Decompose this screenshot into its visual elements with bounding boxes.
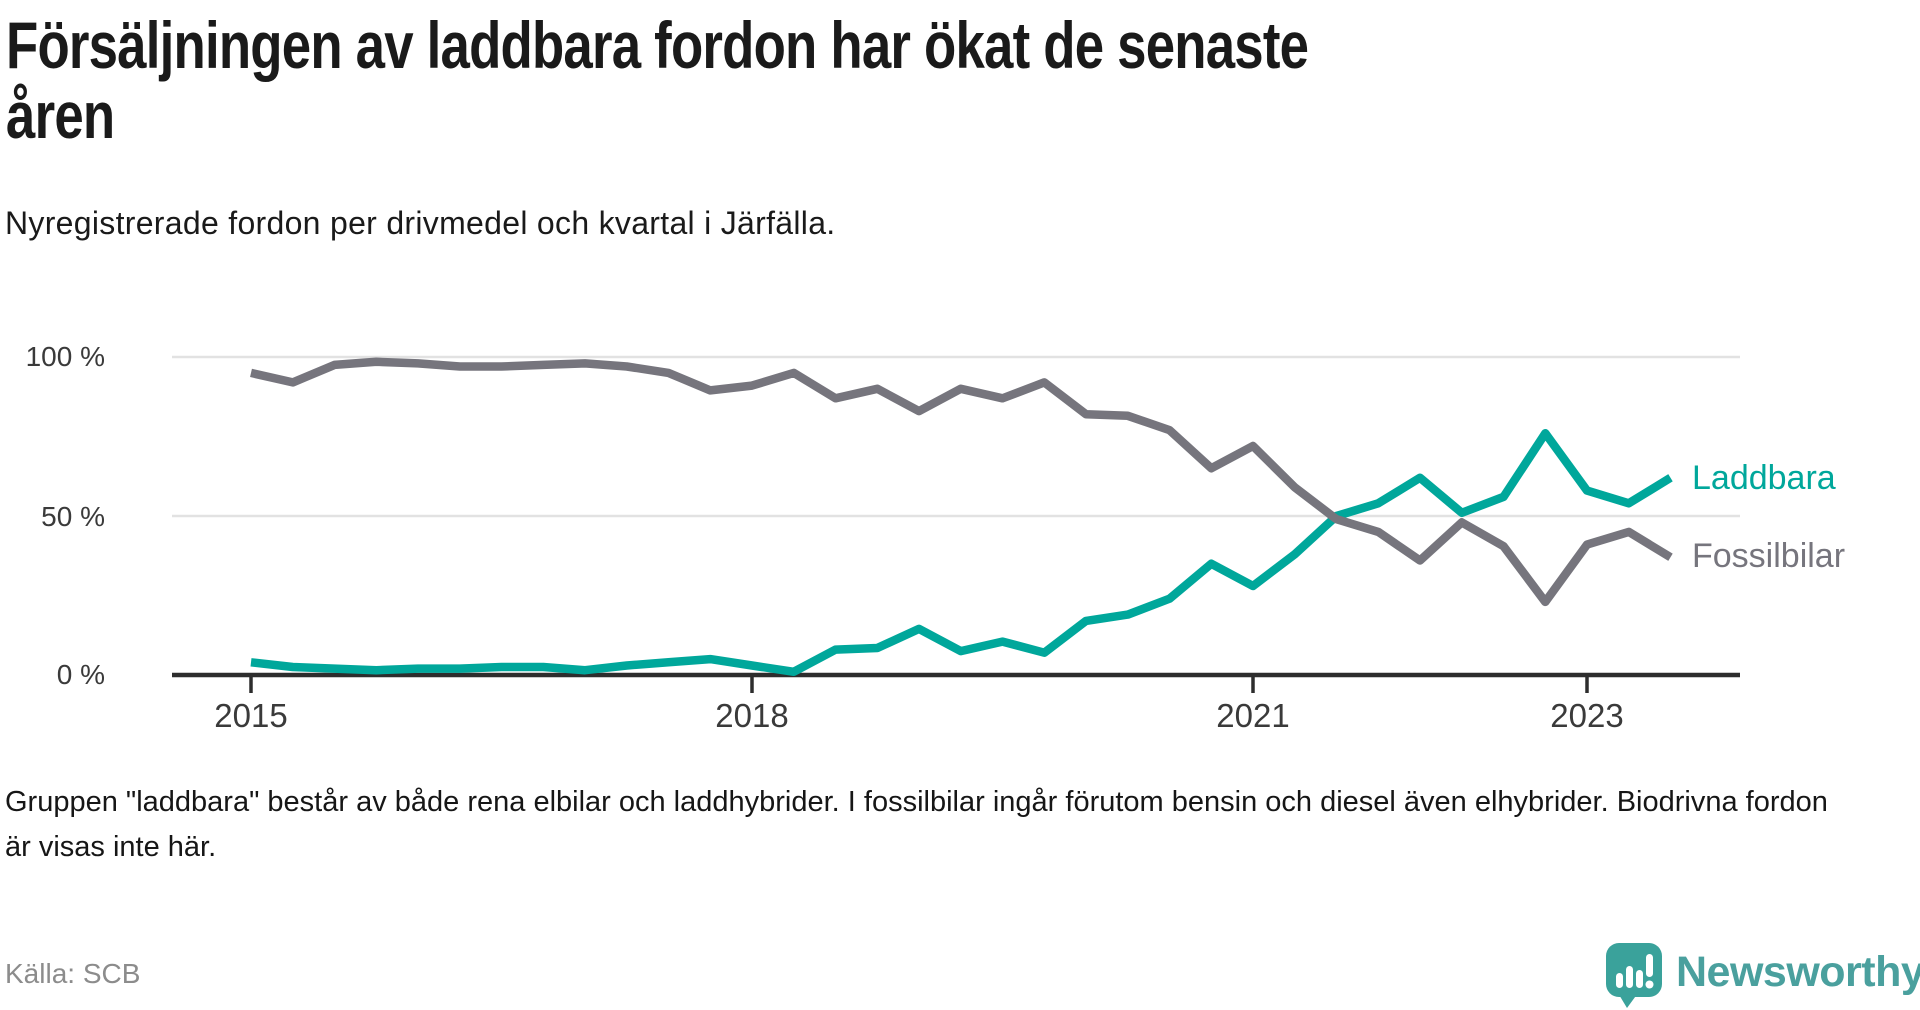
legend-fossilbilar: Fossilbilar (1692, 537, 1846, 575)
series-line-fossilbilar (250, 357, 1673, 607)
chart-footnote: Gruppen "laddbara" består av både rena e… (5, 786, 1828, 863)
x-axis-label-2023: 2023 (1550, 697, 1624, 734)
newsworthy-logo-text: Newsworthy (1676, 948, 1920, 996)
y-axis-label-50: 50 % (41, 501, 105, 532)
legend-laddbara: Laddbara (1692, 459, 1836, 497)
newsworthy-logo-icon (1606, 943, 1662, 1008)
x-axis-label-2015: 2015 (214, 697, 288, 734)
page-title: Försäljningen av laddbara fordon har öka… (6, 8, 1309, 152)
source-note: Källa: SCB (5, 958, 141, 989)
y-axis-label-0: 0 % (56, 659, 105, 690)
x-axis-label-2021: 2021 (1216, 697, 1290, 734)
x-axis-label-2018: 2018 (715, 697, 789, 734)
title-line-2: åren (6, 78, 115, 152)
title-line-1: Försäljningen av laddbara fordon har öka… (6, 8, 1309, 82)
y-axis-label-100: 100 % (25, 341, 105, 372)
series-line-laddbara (250, 429, 1673, 677)
chart-subtitle: Nyregistrerade fordon per drivmedel och … (5, 205, 836, 241)
